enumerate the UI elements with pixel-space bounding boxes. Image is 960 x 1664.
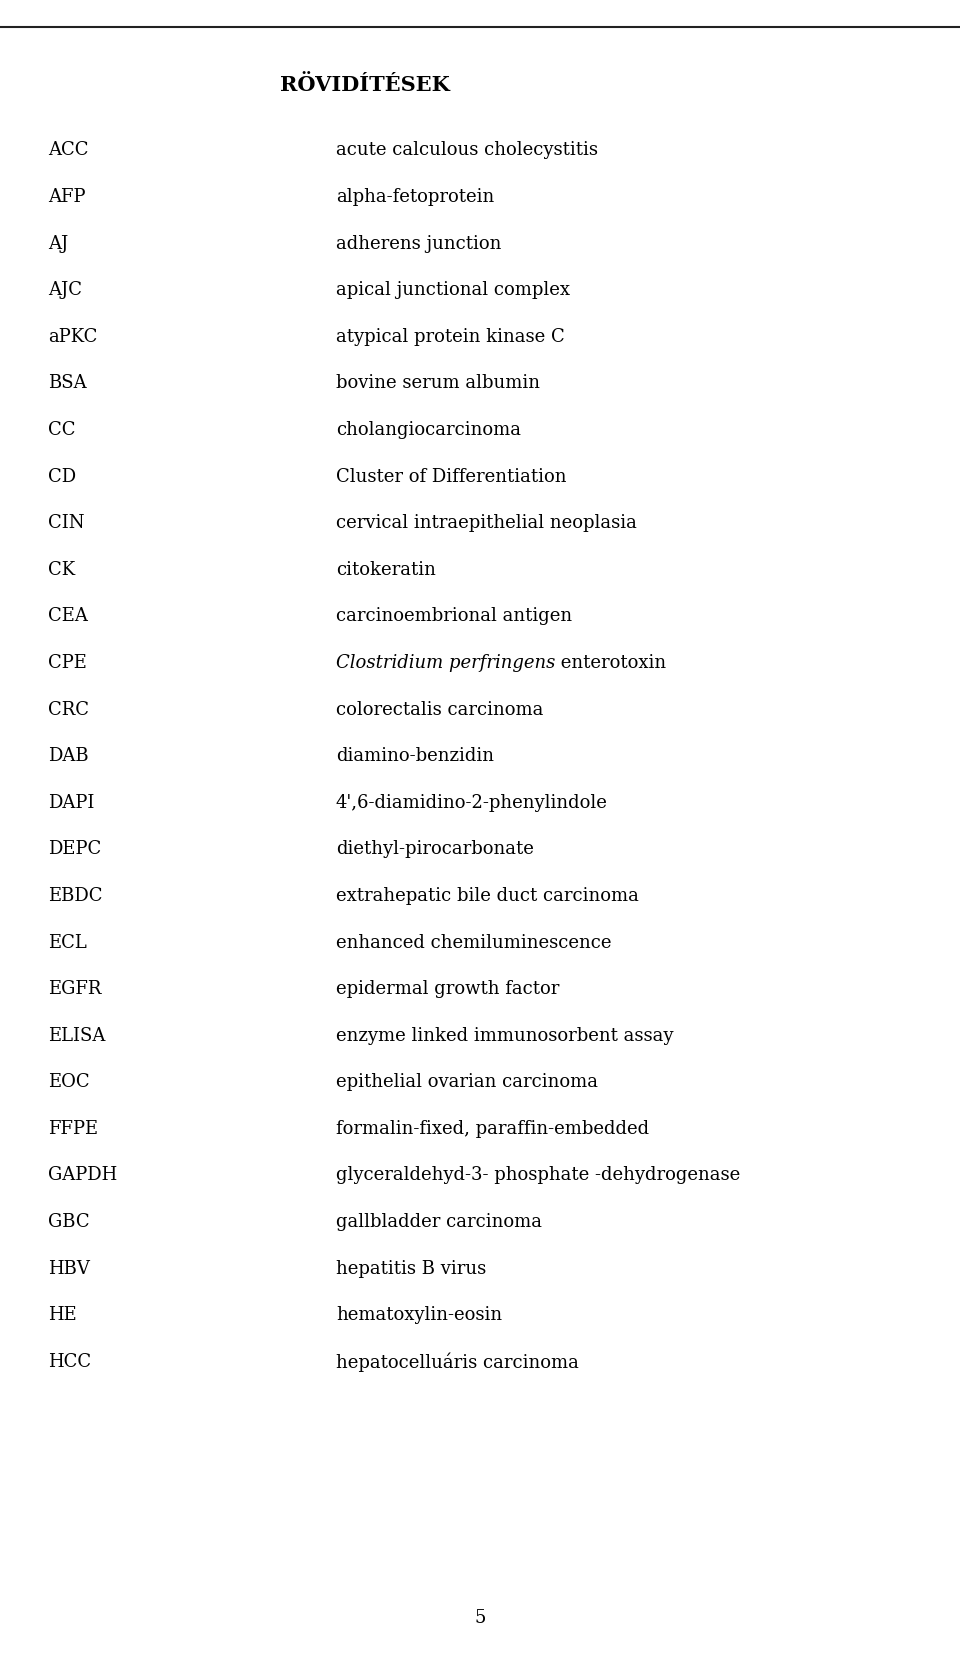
Text: epithelial ovarian carcinoma: epithelial ovarian carcinoma bbox=[336, 1073, 598, 1092]
Text: gallbladder carcinoma: gallbladder carcinoma bbox=[336, 1213, 542, 1231]
Text: HE: HE bbox=[48, 1306, 77, 1325]
Text: CEA: CEA bbox=[48, 607, 88, 626]
Text: colorectalis carcinoma: colorectalis carcinoma bbox=[336, 701, 543, 719]
Text: alpha-fetoprotein: alpha-fetoprotein bbox=[336, 188, 494, 206]
Text: CIN: CIN bbox=[48, 514, 84, 532]
Text: diamino-benzidin: diamino-benzidin bbox=[336, 747, 494, 765]
Text: adherens junction: adherens junction bbox=[336, 235, 501, 253]
Text: 4',6-diamidino-2-phenylindole: 4',6-diamidino-2-phenylindole bbox=[336, 794, 608, 812]
Text: CPE: CPE bbox=[48, 654, 86, 672]
Text: FFPE: FFPE bbox=[48, 1120, 98, 1138]
Text: hematoxylin-eosin: hematoxylin-eosin bbox=[336, 1306, 502, 1325]
Text: enhanced chemiluminescence: enhanced chemiluminescence bbox=[336, 934, 612, 952]
Text: hepatitis B virus: hepatitis B virus bbox=[336, 1260, 487, 1278]
Text: EOC: EOC bbox=[48, 1073, 89, 1092]
Text: RÖVIDÍTÉSEK: RÖVIDÍTÉSEK bbox=[280, 75, 449, 95]
Text: BSA: BSA bbox=[48, 374, 86, 393]
Text: cholangiocarcinoma: cholangiocarcinoma bbox=[336, 421, 521, 439]
Text: HCC: HCC bbox=[48, 1353, 91, 1371]
Text: GAPDH: GAPDH bbox=[48, 1166, 117, 1185]
Text: enzyme linked immunosorbent assay: enzyme linked immunosorbent assay bbox=[336, 1027, 674, 1045]
Text: 5: 5 bbox=[474, 1609, 486, 1627]
Text: DAPI: DAPI bbox=[48, 794, 94, 812]
Text: enterotoxin: enterotoxin bbox=[556, 654, 666, 672]
Text: Cluster of Differentiation: Cluster of Differentiation bbox=[336, 468, 566, 486]
Text: hepatocelluáris carcinoma: hepatocelluáris carcinoma bbox=[336, 1353, 579, 1373]
Text: citokeratin: citokeratin bbox=[336, 561, 436, 579]
Text: CRC: CRC bbox=[48, 701, 89, 719]
Text: ECL: ECL bbox=[48, 934, 86, 952]
Text: carcinoembrional antigen: carcinoembrional antigen bbox=[336, 607, 572, 626]
Text: acute calculous cholecystitis: acute calculous cholecystitis bbox=[336, 141, 598, 160]
Text: Clostridium perfringens: Clostridium perfringens bbox=[336, 654, 556, 672]
Text: atypical protein kinase C: atypical protein kinase C bbox=[336, 328, 564, 346]
Text: CC: CC bbox=[48, 421, 76, 439]
Text: AJ: AJ bbox=[48, 235, 68, 253]
Text: AJC: AJC bbox=[48, 281, 82, 300]
Text: HBV: HBV bbox=[48, 1260, 90, 1278]
Text: CK: CK bbox=[48, 561, 75, 579]
Text: CD: CD bbox=[48, 468, 76, 486]
Text: extrahepatic bile duct carcinoma: extrahepatic bile duct carcinoma bbox=[336, 887, 638, 905]
Text: GBC: GBC bbox=[48, 1213, 89, 1231]
Text: DAB: DAB bbox=[48, 747, 88, 765]
Text: AFP: AFP bbox=[48, 188, 85, 206]
Text: EBDC: EBDC bbox=[48, 887, 103, 905]
Text: ACC: ACC bbox=[48, 141, 88, 160]
Text: ELISA: ELISA bbox=[48, 1027, 106, 1045]
Text: aPKC: aPKC bbox=[48, 328, 97, 346]
Text: formalin-fixed, paraffin-embedded: formalin-fixed, paraffin-embedded bbox=[336, 1120, 649, 1138]
Text: bovine serum albumin: bovine serum albumin bbox=[336, 374, 540, 393]
Text: EGFR: EGFR bbox=[48, 980, 102, 998]
Text: apical junctional complex: apical junctional complex bbox=[336, 281, 570, 300]
Text: cervical intraepithelial neoplasia: cervical intraepithelial neoplasia bbox=[336, 514, 636, 532]
Text: glyceraldehyd-3- phosphate -dehydrogenase: glyceraldehyd-3- phosphate -dehydrogenas… bbox=[336, 1166, 740, 1185]
Text: epidermal growth factor: epidermal growth factor bbox=[336, 980, 560, 998]
Text: diethyl-pirocarbonate: diethyl-pirocarbonate bbox=[336, 840, 534, 859]
Text: DEPC: DEPC bbox=[48, 840, 101, 859]
